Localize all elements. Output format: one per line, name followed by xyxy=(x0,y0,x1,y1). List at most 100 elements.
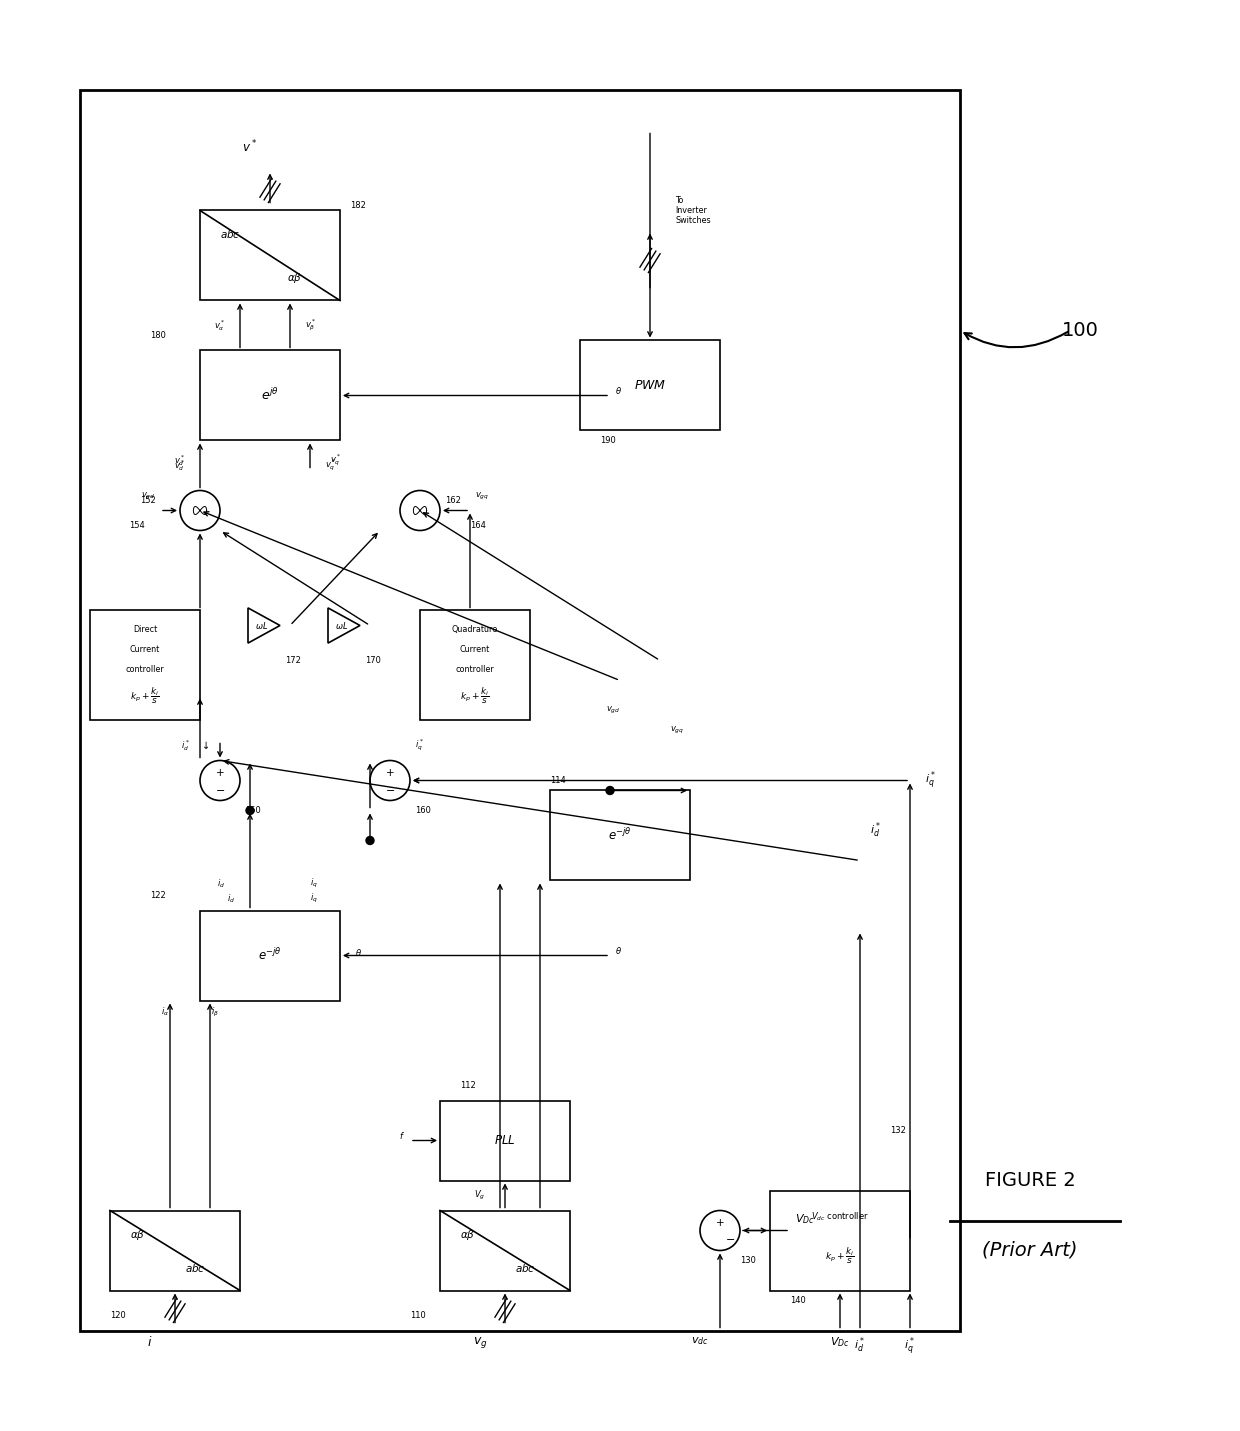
Text: $abc$: $abc$ xyxy=(219,229,241,240)
Text: 172: 172 xyxy=(285,655,301,665)
Text: $\theta$: $\theta$ xyxy=(355,947,362,957)
Circle shape xyxy=(246,807,254,814)
Bar xyxy=(440,1100,570,1181)
Text: Current: Current xyxy=(130,645,160,654)
Bar xyxy=(420,611,529,720)
Text: $i_q$: $i_q$ xyxy=(310,893,317,906)
Text: $PWM$: $PWM$ xyxy=(634,379,666,392)
Text: controller: controller xyxy=(455,665,495,674)
Text: $v_q^*$: $v_q^*$ xyxy=(330,452,341,468)
Text: $i_q^*$: $i_q^*$ xyxy=(925,770,936,791)
Text: $v^*$: $v^*$ xyxy=(243,139,258,156)
Text: Direct: Direct xyxy=(133,625,157,634)
Text: $\alpha\beta$: $\alpha\beta$ xyxy=(460,1228,475,1242)
Text: 112: 112 xyxy=(460,1080,476,1090)
Text: 180: 180 xyxy=(150,331,166,341)
Text: $i_d$: $i_d$ xyxy=(227,893,236,906)
Text: $v_g$: $v_g$ xyxy=(472,1335,487,1351)
Text: $v_{dc}$: $v_{dc}$ xyxy=(691,1335,709,1348)
Text: $i$: $i$ xyxy=(148,1335,153,1349)
Text: $k_p+\dfrac{k_i}{s}$: $k_p+\dfrac{k_i}{s}$ xyxy=(130,685,160,705)
Text: $i_\beta$: $i_\beta$ xyxy=(211,1006,219,1019)
Text: $i_d^*$: $i_d^*$ xyxy=(854,1335,866,1355)
Text: $k_p+\dfrac{k_i}{s}$: $k_p+\dfrac{k_i}{s}$ xyxy=(825,1245,854,1265)
Text: 122: 122 xyxy=(150,892,166,900)
Text: $i_q^*$: $i_q^*$ xyxy=(415,738,424,753)
Text: $f$: $f$ xyxy=(399,1130,405,1141)
Text: $k_p+\dfrac{k_i}{s}$: $k_p+\dfrac{k_i}{s}$ xyxy=(460,685,490,705)
Text: 100: 100 xyxy=(1061,321,1099,341)
Text: (Prior Art): (Prior Art) xyxy=(982,1241,1078,1261)
Text: $v_d^*$: $v_d^*$ xyxy=(174,454,185,468)
Text: $i_q$: $i_q$ xyxy=(310,877,317,890)
Text: +: + xyxy=(386,768,394,778)
Text: $v_{gd}$: $v_{gd}$ xyxy=(605,705,620,716)
Circle shape xyxy=(606,787,614,794)
Text: $v_\beta^*$: $v_\beta^*$ xyxy=(305,318,316,333)
Bar xyxy=(440,1211,570,1291)
Text: 132: 132 xyxy=(890,1126,906,1135)
Text: $\theta$: $\theta$ xyxy=(615,944,622,956)
Text: $v_q^*$: $v_q^*$ xyxy=(325,458,336,474)
Text: +: + xyxy=(216,768,224,778)
Polygon shape xyxy=(248,608,280,643)
Text: $v_{gq}$: $v_{gq}$ xyxy=(475,491,490,502)
Circle shape xyxy=(200,760,241,800)
Text: controller: controller xyxy=(125,665,165,674)
Text: $V_{dc}$ controller: $V_{dc}$ controller xyxy=(811,1211,869,1224)
Bar xyxy=(580,341,720,431)
Text: 170: 170 xyxy=(365,655,381,665)
Text: $V_{Dc}$: $V_{Dc}$ xyxy=(795,1212,815,1225)
Circle shape xyxy=(701,1211,740,1251)
Text: $abc$: $abc$ xyxy=(515,1262,536,1275)
Text: 182: 182 xyxy=(350,200,366,210)
Text: 140: 140 xyxy=(790,1296,806,1305)
Text: +: + xyxy=(715,1219,724,1228)
Circle shape xyxy=(370,760,410,800)
Text: $\omega L$: $\omega L$ xyxy=(335,620,348,631)
Text: $\alpha\beta$: $\alpha\beta$ xyxy=(130,1228,145,1242)
Text: 190: 190 xyxy=(600,436,616,445)
Text: $V_g$: $V_g$ xyxy=(474,1189,485,1202)
Text: $i_\alpha$: $i_\alpha$ xyxy=(161,1006,169,1017)
Circle shape xyxy=(180,491,219,531)
Text: $\theta$: $\theta$ xyxy=(615,385,622,396)
Text: 130: 130 xyxy=(740,1256,756,1265)
Bar xyxy=(81,90,960,1331)
Text: Quadrature: Quadrature xyxy=(451,625,498,634)
Text: 114: 114 xyxy=(551,776,565,786)
Text: 154: 154 xyxy=(129,521,145,529)
Text: $abc$: $abc$ xyxy=(185,1262,206,1275)
Text: 152: 152 xyxy=(140,497,156,505)
Bar xyxy=(110,1211,241,1291)
Text: $-$: $-$ xyxy=(725,1234,735,1244)
Text: 164: 164 xyxy=(470,521,486,529)
Text: 160: 160 xyxy=(415,806,430,816)
Text: To
Inverter
Switches: To Inverter Switches xyxy=(675,196,711,226)
Text: $v_d^*$: $v_d^*$ xyxy=(174,458,185,474)
Text: $\alpha\beta$: $\alpha\beta$ xyxy=(288,272,303,286)
Text: $i_q^*$: $i_q^*$ xyxy=(904,1335,915,1358)
Bar xyxy=(91,611,200,720)
Bar xyxy=(200,910,340,1000)
Circle shape xyxy=(366,837,374,844)
Text: $e^{j\theta}$: $e^{j\theta}$ xyxy=(262,388,279,404)
Text: $-$: $-$ xyxy=(215,784,226,794)
Text: $i_d^*$: $i_d^*$ xyxy=(181,738,190,753)
Text: $PLL$: $PLL$ xyxy=(495,1133,516,1148)
Text: $v_{gd}$: $v_{gd}$ xyxy=(140,491,155,502)
Bar xyxy=(200,210,340,301)
Text: 150: 150 xyxy=(246,806,260,816)
Text: $V_{Dc}$: $V_{Dc}$ xyxy=(830,1335,849,1349)
Bar xyxy=(770,1191,910,1291)
Text: $\omega L$: $\omega L$ xyxy=(255,620,269,631)
Circle shape xyxy=(401,491,440,531)
Text: Current: Current xyxy=(460,645,490,654)
Bar xyxy=(200,351,340,441)
Text: $e^{-j\theta}$: $e^{-j\theta}$ xyxy=(258,947,281,963)
Text: $i_d$: $i_d$ xyxy=(217,879,224,890)
Text: $i_d^*$: $i_d^*$ xyxy=(870,821,880,840)
Text: 110: 110 xyxy=(410,1311,425,1319)
Text: 162: 162 xyxy=(445,497,461,505)
Text: $\downarrow$: $\downarrow$ xyxy=(200,740,210,751)
